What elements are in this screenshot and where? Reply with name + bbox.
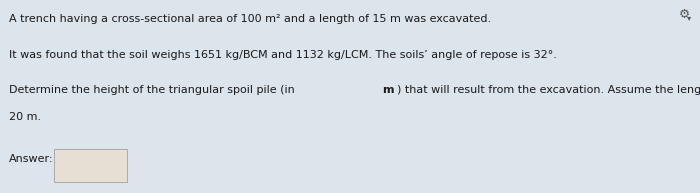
Text: ▾: ▾ [687,14,691,23]
Text: m: m [382,85,394,95]
Text: Answer:: Answer: [9,154,54,164]
Text: A trench having a cross-sectional area of 100 m² and a length of 15 m was excava: A trench having a cross-sectional area o… [9,14,491,24]
Text: Determine the height of the triangular spoil pile (in: Determine the height of the triangular s… [9,85,298,95]
Text: ) that will result from the excavation. Assume the length of the spoil pile is: ) that will result from the excavation. … [397,85,700,95]
FancyBboxPatch shape [54,149,127,182]
Text: It was found that the soil weighs 1651 kg/BCM and 1132 kg/LCM. The soils’ angle : It was found that the soil weighs 1651 k… [9,50,557,60]
Text: 20 m.: 20 m. [9,112,41,122]
Text: ⚙: ⚙ [679,8,690,21]
